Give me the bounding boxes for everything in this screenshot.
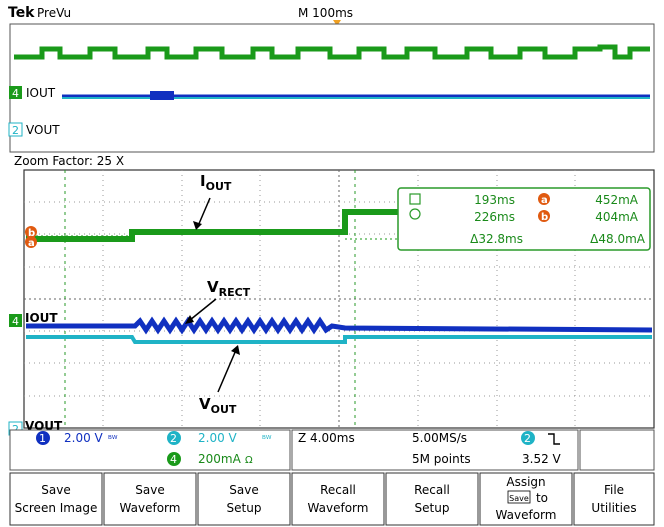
save-key-badge [507,490,531,504]
vout-annotation: VOUT [199,395,237,416]
cursor-v2: 404mA [595,210,639,224]
svg-text:Setup: Setup [227,501,262,515]
ch2-scale: 2.00 V [198,431,238,445]
save-screen-image-button[interactable] [9,472,103,526]
svg-text:Save: Save [229,483,258,497]
trigger-source-icon [521,431,535,445]
overview-pane [9,23,655,153]
vrect-annotation: VRECT [207,278,251,299]
svg-text:1: 1 [39,432,46,445]
overview-ch4-label: IOUT [26,86,56,100]
main-ch4-label: IOUT [25,311,58,325]
softkey-bar: Save Screen Image Save Waveform Save Set… [9,472,655,526]
cursor-v1: 452mA [595,193,639,207]
svg-text:Recall: Recall [320,483,356,497]
overview-ch2-label: VOUT [26,123,60,137]
ch4-impedance-icon: Ω [245,455,253,466]
mode-label: PreVu [37,6,71,20]
vrect-arrow [189,298,217,321]
cursor-t2: 226ms [474,210,515,224]
timebase-label: M 100ms [298,6,353,20]
channel-status-panel[interactable] [9,429,291,471]
svg-text:Screen Image: Screen Image [15,501,98,515]
trigger-slope-icon [548,433,560,445]
recall-setup-button[interactable] [385,472,479,526]
cursor-2-icon [409,208,421,220]
svg-text:2: 2 [170,432,177,445]
trigger-level: 3.52 V [522,452,562,466]
svg-text:Utilities: Utilities [591,501,636,515]
zoom-ch4-trace [26,209,398,242]
svg-text:Save: Save [41,483,70,497]
iout-arrow [197,197,211,227]
svg-text:to: to [536,491,548,505]
ch4-status-icon [167,452,181,466]
svg-text:Waveform: Waveform [308,501,369,515]
svg-text:Setup: Setup [415,501,450,515]
save-waveform-button[interactable] [103,472,197,526]
vout-arrow [217,349,237,393]
ch1-status-icon [36,431,50,445]
zoom-ch1-trace [26,316,653,335]
svg-text:4: 4 [12,315,19,328]
zoom-ch2-trace [26,335,652,344]
status-blank-panel [579,429,655,471]
cursor-a-marker[interactable] [25,236,37,248]
svg-text:Save: Save [135,483,164,497]
cursor-a-readout-icon [538,193,550,205]
ch4-marker-icon [9,86,22,99]
svg-text:a: a [541,195,548,206]
svg-text:Waveform: Waveform [496,508,557,522]
sample-rate: 5.00MS/s [412,431,467,445]
cursor-readout [397,187,651,251]
cursor-dv: Δ48.0mA [590,232,646,246]
svg-text:b: b [541,212,548,223]
overview-ch4-trace [14,44,650,60]
save-setup-button[interactable] [197,472,291,526]
zoom-factor-label: Zoom Factor: 25 X [14,154,124,168]
cursor-1-icon [409,193,421,205]
svg-text:Recall: Recall [414,483,450,497]
svg-text:Assign: Assign [506,475,545,489]
zoom-time: Z 4.00ms [298,431,355,445]
svg-text:File: File [604,483,624,497]
svg-text:b: b [28,228,35,239]
file-utilities-button[interactable] [573,472,655,526]
cursor-b-readout-icon [538,210,550,222]
cursor-b-marker[interactable] [25,226,37,238]
ch4-scale: 200mA [198,452,242,466]
svg-text:4: 4 [12,87,19,100]
record-length: 5M points [412,452,471,466]
ch2-bw-icon: ᴮᵂ [262,435,272,445]
cursor-t1: 193ms [474,193,515,207]
svg-text:2: 2 [524,432,531,445]
svg-text:Save: Save [509,494,529,503]
ch1-scale: 2.00 V [64,431,104,445]
iout-annotation: IOUT [200,172,232,193]
svg-text:4: 4 [170,453,177,466]
trigger-position-icon [333,20,341,26]
overview-zoom-region [150,91,174,100]
svg-text:Waveform: Waveform [120,501,181,515]
ch2-marker-icon [8,122,23,137]
recall-waveform-button[interactable] [291,472,385,526]
bw-limit-icon: ᴮᵂ [108,435,118,445]
svg-text:2: 2 [12,124,19,137]
cursor-dt: Δ32.8ms [470,232,523,246]
brand-label: Tek [8,5,35,21]
svg-text:a: a [28,238,35,249]
main-ch4-marker-icon [9,314,22,327]
graticule-center [24,170,654,428]
ch2-status-icon [167,431,181,445]
